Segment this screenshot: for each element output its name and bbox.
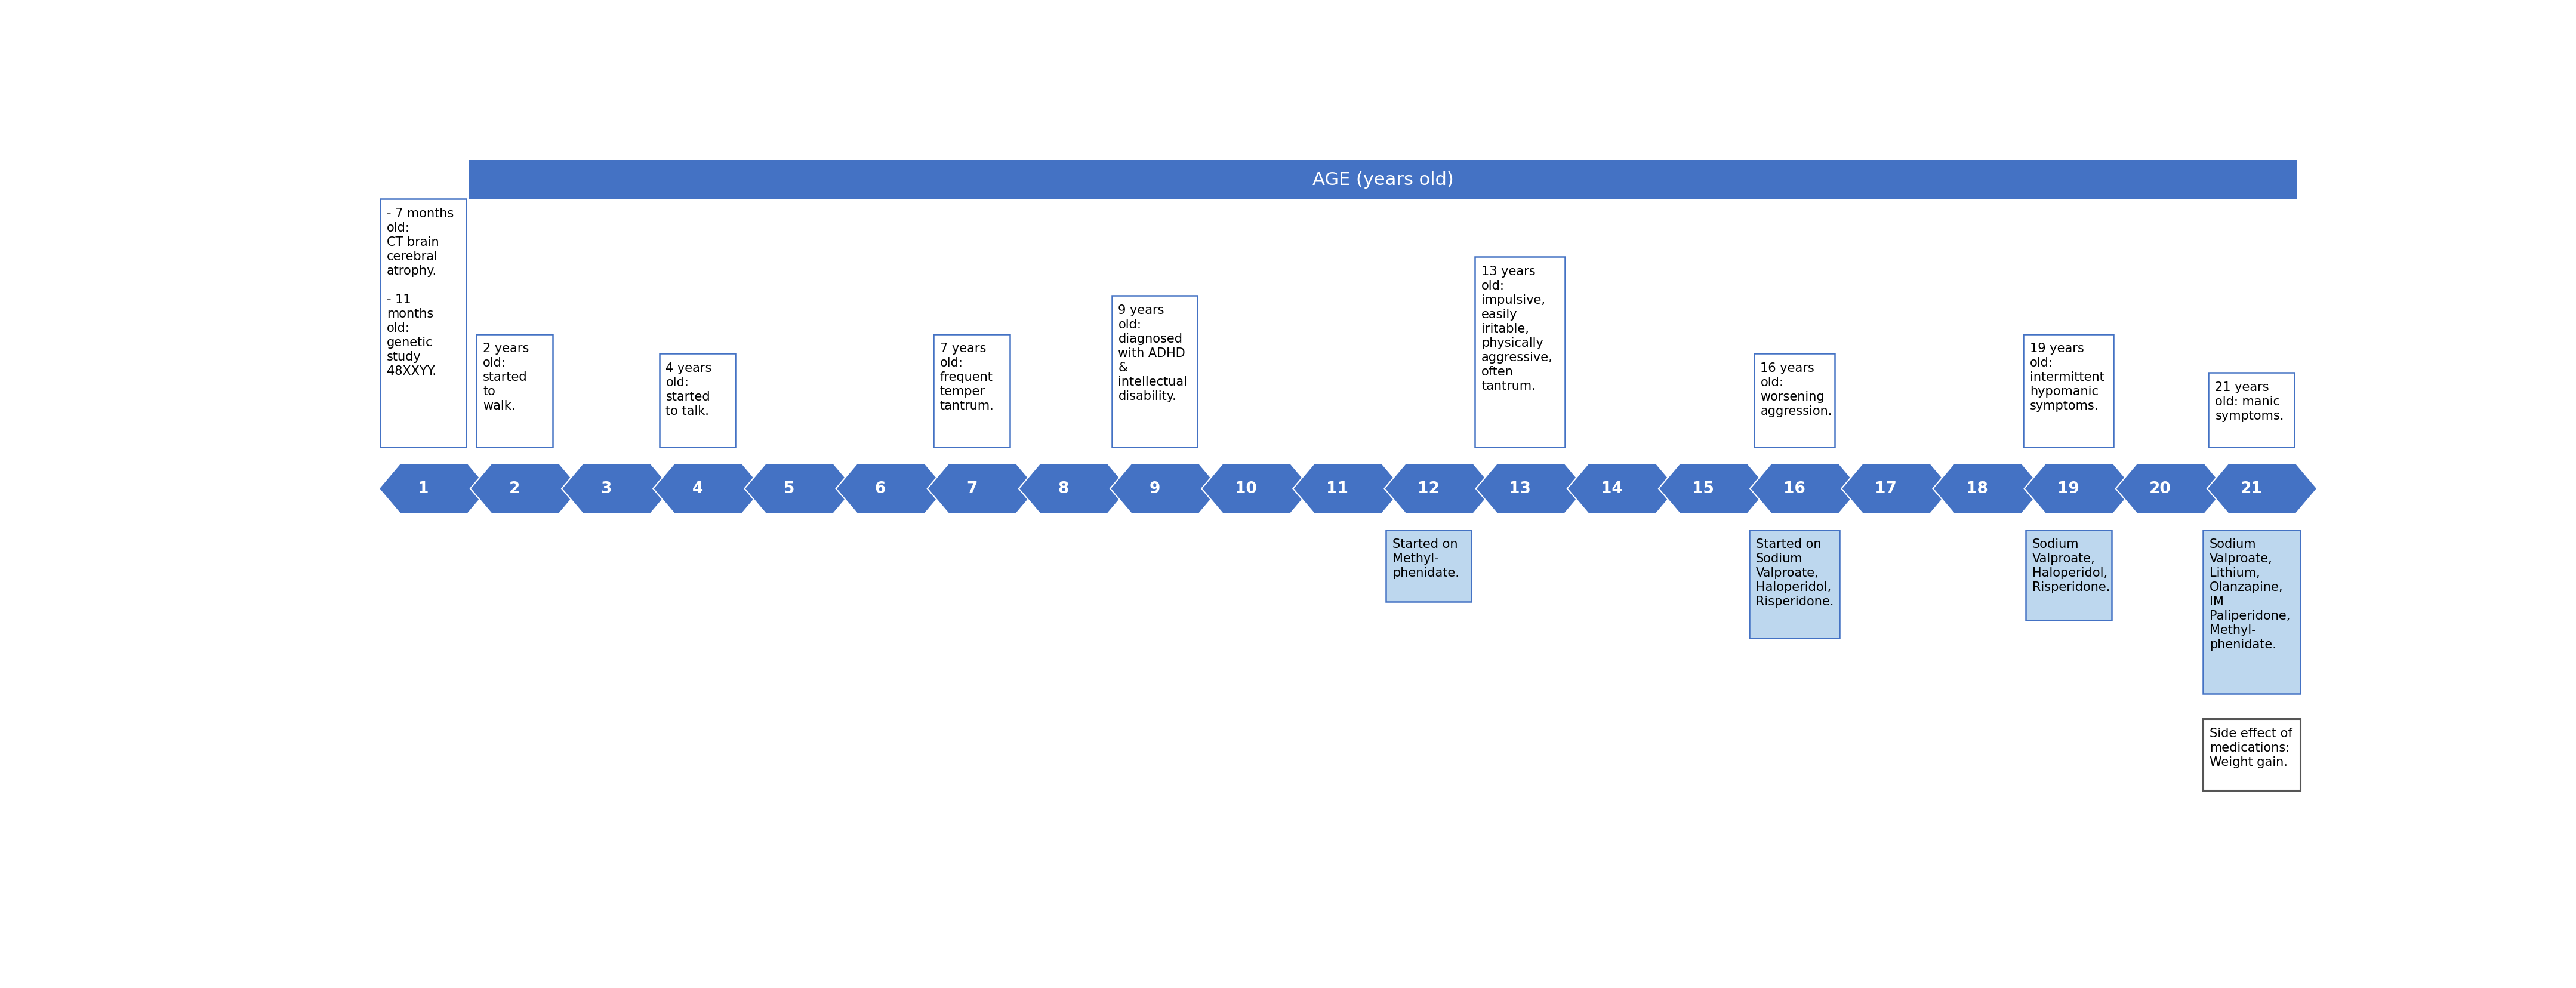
Text: 13: 13 bbox=[1510, 481, 1530, 497]
Text: 15: 15 bbox=[1692, 481, 1713, 497]
Text: 11: 11 bbox=[1327, 481, 1347, 497]
FancyBboxPatch shape bbox=[2202, 719, 2300, 790]
Text: 13 years
old:
impulsive,
easily
iritable,
physically
aggressive,
often
tantrum.: 13 years old: impulsive, easily iritable… bbox=[1481, 266, 1553, 392]
Polygon shape bbox=[379, 463, 489, 514]
Text: 5: 5 bbox=[783, 481, 793, 497]
Polygon shape bbox=[2115, 463, 2226, 514]
Text: 19: 19 bbox=[2058, 481, 2079, 497]
FancyBboxPatch shape bbox=[1476, 257, 1566, 448]
Text: Started on
Sodium
Valproate,
Haloperidol,
Risperidone.: Started on Sodium Valproate, Haloperidol… bbox=[1757, 538, 1834, 608]
Text: 16 years
old:
worsening
aggression.: 16 years old: worsening aggression. bbox=[1759, 362, 1832, 417]
Text: 8: 8 bbox=[1059, 481, 1069, 497]
Text: Sodium
Valproate,
Haloperidol,
Risperidone.: Sodium Valproate, Haloperidol, Risperido… bbox=[2032, 538, 2110, 594]
Text: 16: 16 bbox=[1783, 481, 1806, 497]
Text: 18: 18 bbox=[1965, 481, 1989, 497]
Text: 9: 9 bbox=[1149, 481, 1159, 497]
Polygon shape bbox=[1200, 463, 1311, 514]
FancyBboxPatch shape bbox=[933, 335, 1010, 448]
Text: 20: 20 bbox=[2148, 481, 2172, 497]
Text: Sodium
Valproate,
Lithium,
Olanzapine,
IM
Paliperidone,
Methyl-
phenidate.: Sodium Valproate, Lithium, Olanzapine, I… bbox=[2210, 538, 2290, 651]
Polygon shape bbox=[2025, 463, 2136, 514]
Text: 7 years
old:
frequent
temper
tantrum.: 7 years old: frequent temper tantrum. bbox=[940, 343, 994, 412]
Text: 9 years
old:
diagnosed
with ADHD
&
intellectual
disability.: 9 years old: diagnosed with ADHD & intel… bbox=[1118, 304, 1188, 402]
FancyBboxPatch shape bbox=[381, 200, 466, 448]
Text: 7: 7 bbox=[966, 481, 976, 497]
Polygon shape bbox=[1383, 463, 1494, 514]
Text: - 7 months
old:
CT brain
cerebral
atrophy.

- 11
months
old:
genetic
study
48XXY: - 7 months old: CT brain cerebral atroph… bbox=[386, 207, 453, 377]
FancyBboxPatch shape bbox=[2208, 373, 2295, 448]
Polygon shape bbox=[1566, 463, 1677, 514]
Text: Started on
Methyl-
phenidate.: Started on Methyl- phenidate. bbox=[1394, 538, 1458, 579]
Text: AGE (years old): AGE (years old) bbox=[1311, 171, 1453, 189]
Polygon shape bbox=[1932, 463, 2043, 514]
Text: 19 years
old:
intermittent
hypomanic
symptoms.: 19 years old: intermittent hypomanic sym… bbox=[2030, 343, 2105, 412]
Text: 4: 4 bbox=[693, 481, 703, 497]
Polygon shape bbox=[654, 463, 762, 514]
FancyBboxPatch shape bbox=[1754, 354, 1834, 448]
FancyBboxPatch shape bbox=[2025, 335, 2115, 448]
Polygon shape bbox=[1110, 463, 1221, 514]
Polygon shape bbox=[562, 463, 672, 514]
FancyBboxPatch shape bbox=[469, 160, 2298, 200]
FancyBboxPatch shape bbox=[1113, 295, 1198, 448]
Text: 3: 3 bbox=[600, 481, 611, 497]
Text: 1: 1 bbox=[417, 481, 428, 497]
FancyBboxPatch shape bbox=[2202, 531, 2300, 694]
Text: 14: 14 bbox=[1600, 481, 1623, 497]
Polygon shape bbox=[744, 463, 855, 514]
Polygon shape bbox=[1293, 463, 1404, 514]
Text: 12: 12 bbox=[1417, 481, 1440, 497]
FancyBboxPatch shape bbox=[477, 335, 554, 448]
Text: 17: 17 bbox=[1875, 481, 1896, 497]
Polygon shape bbox=[927, 463, 1038, 514]
Text: 4 years
old:
started
to talk.: 4 years old: started to talk. bbox=[665, 362, 711, 417]
Polygon shape bbox=[1749, 463, 1860, 514]
Text: 10: 10 bbox=[1234, 481, 1257, 497]
Text: 2: 2 bbox=[510, 481, 520, 497]
FancyBboxPatch shape bbox=[659, 354, 737, 448]
Polygon shape bbox=[1659, 463, 1770, 514]
FancyBboxPatch shape bbox=[1749, 531, 1839, 638]
Polygon shape bbox=[1018, 463, 1128, 514]
FancyBboxPatch shape bbox=[1386, 531, 1471, 602]
Polygon shape bbox=[2208, 463, 2316, 514]
Text: 21 years
old: manic
symptoms.: 21 years old: manic symptoms. bbox=[2215, 381, 2285, 422]
Text: 6: 6 bbox=[876, 481, 886, 497]
Text: 2 years
old:
started
to
walk.: 2 years old: started to walk. bbox=[482, 343, 528, 412]
Polygon shape bbox=[471, 463, 580, 514]
Text: Side effect of
medications:
Weight gain.: Side effect of medications: Weight gain. bbox=[2210, 727, 2293, 768]
Polygon shape bbox=[1476, 463, 1587, 514]
FancyBboxPatch shape bbox=[2025, 531, 2112, 620]
Text: 21: 21 bbox=[2241, 481, 2262, 497]
Polygon shape bbox=[1842, 463, 1953, 514]
Polygon shape bbox=[837, 463, 945, 514]
